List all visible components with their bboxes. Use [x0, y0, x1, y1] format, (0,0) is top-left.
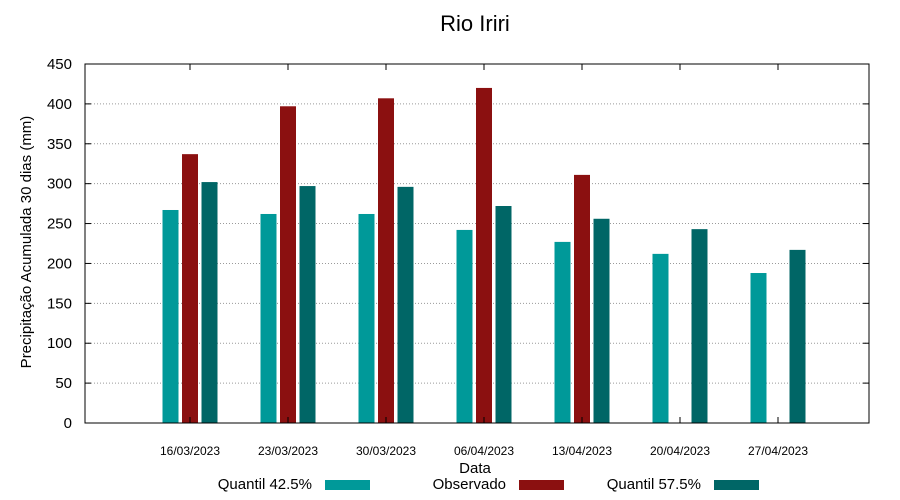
y-tick-label: 150	[47, 295, 72, 312]
y-tick-label: 450	[47, 56, 72, 73]
x-tick-label: 27/04/2023	[748, 444, 808, 458]
y-tick-label: 400	[47, 96, 72, 113]
legend-label: Observado	[433, 476, 506, 493]
bar	[162, 209, 179, 423]
y-tick-label: 300	[47, 176, 72, 193]
x-tick-label: 16/03/2023	[160, 444, 220, 458]
bar	[652, 253, 669, 423]
y-axis-ticks: 0 50 100 150 200 250 300 350 400 450	[47, 56, 869, 432]
bar	[358, 213, 375, 423]
bar	[299, 186, 316, 423]
bar	[280, 106, 296, 423]
bar	[574, 174, 590, 423]
x-tick-label: 06/04/2023	[454, 444, 514, 458]
legend: Quantil 42.5% Observado Quantil 57.5%	[218, 476, 759, 493]
y-tick-label: 0	[64, 415, 72, 432]
y-tick-label: 100	[47, 335, 72, 352]
bar	[456, 229, 473, 423]
x-axis-label: Data	[459, 460, 491, 477]
bar	[554, 241, 571, 423]
bar	[397, 186, 414, 423]
bars	[162, 87, 806, 423]
x-tick-label: 13/04/2023	[552, 444, 612, 458]
bar	[495, 206, 512, 423]
bar	[260, 213, 277, 423]
bar	[476, 87, 492, 423]
y-tick-label: 250	[47, 216, 72, 233]
bar	[378, 98, 394, 423]
y-tick-label: 350	[47, 136, 72, 153]
x-axis-ticks: 16/03/2023 23/03/2023 30/03/2023 06/04/2023…	[160, 64, 808, 458]
x-tick-label: 30/03/2023	[356, 444, 416, 458]
y-axis-label: Precipitação Acumulada 30 dias (mm)	[18, 116, 35, 369]
legend-swatch	[714, 480, 759, 490]
legend-swatch	[325, 480, 370, 490]
legend-swatch	[519, 480, 564, 490]
bar	[593, 218, 610, 423]
legend-label: Quantil 57.5%	[607, 476, 701, 493]
x-tick-label: 20/04/2023	[650, 444, 710, 458]
legend-label: Quantil 42.5%	[218, 476, 312, 493]
bar	[750, 273, 767, 423]
plot-frame	[84, 63, 870, 424]
chart-title: Rio Iriri	[440, 11, 510, 36]
x-tick-label: 23/03/2023	[258, 444, 318, 458]
y-tick-label: 50	[55, 375, 72, 392]
bar	[789, 249, 806, 423]
bar	[201, 182, 218, 423]
bar	[691, 229, 708, 423]
bar	[182, 154, 198, 423]
y-tick-label: 200	[47, 255, 72, 272]
